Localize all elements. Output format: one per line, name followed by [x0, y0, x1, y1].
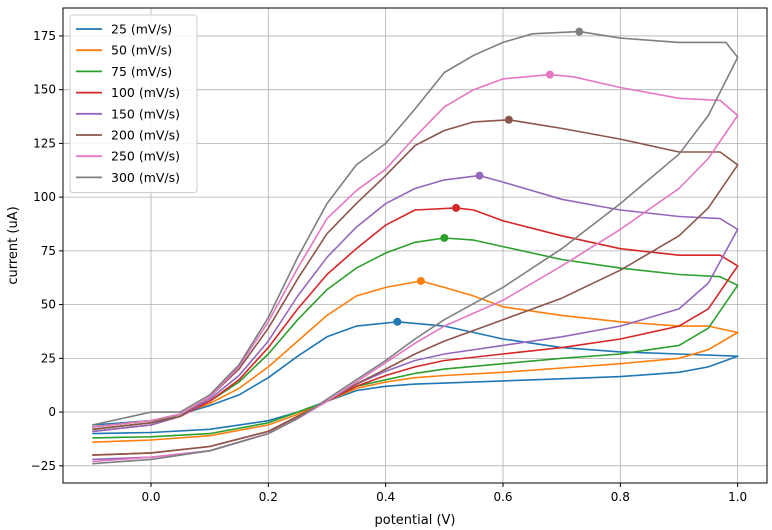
x-tick-label: 0.6: [493, 490, 512, 504]
series-200-mv-s: [92, 115, 739, 456]
series-line: [92, 280, 739, 443]
x-tick-label: 1.0: [728, 490, 747, 504]
peak-marker: [393, 317, 402, 326]
y-tick-label: 125: [33, 136, 56, 150]
peak-marker: [545, 70, 554, 79]
y-tick-label: 0: [48, 405, 56, 419]
x-tick-label: 0.8: [611, 490, 630, 504]
legend-label: 75 (mV/s): [111, 64, 172, 79]
y-tick-label: 175: [33, 29, 56, 43]
legend-label: 100 (mV/s): [111, 85, 180, 100]
peak-marker: [504, 115, 513, 124]
y-tick-label: 150: [33, 83, 56, 97]
legend-item: 100 (mV/s): [76, 85, 180, 100]
legend-item: 150 (mV/s): [76, 106, 180, 121]
legend-box: [69, 14, 198, 194]
peak-marker: [575, 27, 584, 36]
series-300-mv-s: [92, 27, 739, 465]
axis-ticks: 0.0 0.2 0.4 0.6 0.8 1.0 −25 0 25 50 75 100 125 150 175: [31, 29, 748, 504]
legend-item: 300 (mV/s): [76, 170, 180, 185]
legend-label: 200 (mV/s): [111, 128, 180, 143]
y-axis-label: current (uA): [6, 206, 21, 284]
plot-frame: [62, 7, 768, 484]
peak-marker: [440, 233, 449, 242]
legend-item: 200 (mV/s): [76, 128, 180, 143]
series-line: [92, 174, 739, 461]
x-tick-label: 0.4: [376, 490, 395, 504]
series-layer: [92, 27, 739, 465]
legend-item: 250 (mV/s): [76, 149, 180, 164]
x-axis-label: potential (V): [375, 513, 456, 528]
legend-item: 75 (mV/s): [76, 64, 172, 79]
legend-item: 50 (mV/s): [76, 43, 172, 58]
series-line: [92, 207, 739, 456]
x-tick-label: 0.0: [141, 490, 160, 504]
legend-item: 25 (mV/s): [76, 22, 172, 37]
y-tick-label: −25: [31, 459, 56, 473]
x-tick-label: 0.2: [259, 490, 278, 504]
legend-label: 25 (mV/s): [111, 22, 172, 37]
series-50-mv-s: [92, 276, 739, 443]
y-tick-label: 50: [41, 298, 56, 312]
y-tick-label: 75: [41, 244, 56, 258]
series-line: [92, 30, 739, 465]
y-tick-label: 25: [41, 351, 56, 365]
series-line: [92, 119, 739, 456]
legend: 25 (mV/s) 50 (mV/s) 75 (mV/s) 100 (mV/s) 150…: [69, 14, 198, 194]
y-tick-label: 100: [33, 190, 56, 204]
grid-lines: [63, 8, 767, 483]
legend-label: 150 (mV/s): [111, 106, 180, 121]
peak-marker: [416, 276, 425, 285]
series-250-mv-s: [92, 70, 739, 463]
legend-label: 300 (mV/s): [111, 170, 180, 185]
series-line: [92, 237, 739, 439]
series-line: [92, 73, 739, 463]
legend-label: 250 (mV/s): [111, 149, 180, 164]
series-100-mv-s: [92, 203, 739, 456]
peak-marker: [452, 203, 461, 212]
legend-label: 50 (mV/s): [111, 43, 172, 58]
peak-marker: [475, 171, 484, 180]
